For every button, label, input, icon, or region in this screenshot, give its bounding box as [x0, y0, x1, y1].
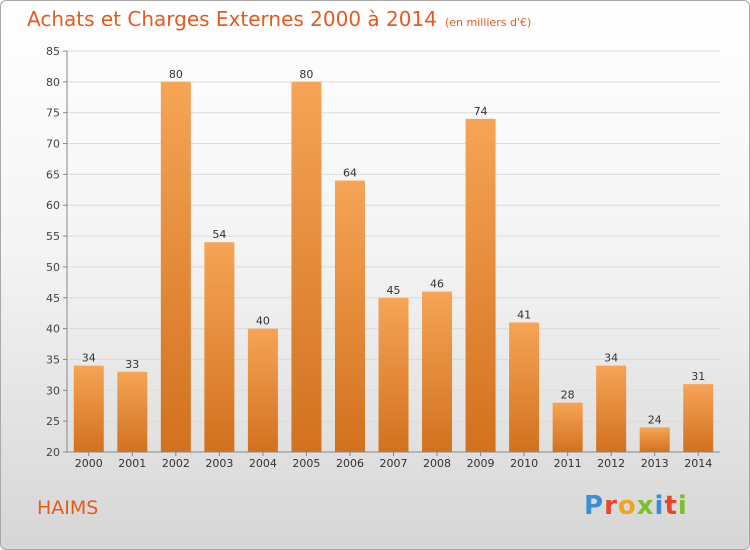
bar	[73, 365, 104, 452]
y-tick-label: 60	[46, 199, 60, 212]
y-tick-label: 70	[46, 138, 60, 151]
x-tick-label: 2011	[554, 457, 582, 470]
x-tick-label: 2012	[597, 457, 625, 470]
x-tick-label: 2005	[292, 457, 320, 470]
y-tick-label: 45	[46, 292, 60, 305]
logo-letter: i	[677, 491, 688, 521]
x-tick-label: 2007	[380, 457, 408, 470]
chart-title: Achats et Charges Externes 2000 à 2014 (e…	[27, 7, 531, 31]
logo-letter: x	[636, 491, 655, 521]
bar-value-label: 33	[125, 358, 139, 371]
x-tick-label: 2014	[684, 457, 712, 470]
bar	[639, 427, 670, 452]
x-tick-label: 2002	[162, 457, 190, 470]
bar	[509, 322, 540, 452]
bar	[683, 384, 714, 452]
bar	[378, 297, 409, 452]
bar-value-label: 74	[474, 105, 488, 118]
logo-letter: r	[604, 491, 618, 521]
y-tick-label: 65	[46, 168, 60, 181]
logo-letter: o	[617, 491, 637, 521]
y-tick-label: 85	[46, 45, 60, 58]
bar-value-label: 41	[517, 308, 531, 321]
bar-value-label: 34	[604, 352, 618, 365]
x-tick-label: 2009	[467, 457, 495, 470]
bar	[596, 365, 627, 452]
bar-value-label: 46	[430, 278, 444, 291]
x-tick-label: 2000	[75, 457, 103, 470]
bar	[334, 180, 365, 453]
y-tick-label: 20	[46, 446, 60, 459]
logo-letter: t	[664, 491, 678, 521]
y-tick-label: 30	[46, 384, 60, 397]
logo-letter: i	[654, 491, 665, 521]
bar-value-label: 31	[691, 370, 705, 383]
y-tick-label: 75	[46, 107, 60, 120]
y-tick-label: 50	[46, 261, 60, 274]
x-tick-label: 2001	[118, 457, 146, 470]
y-tick-label: 40	[46, 323, 60, 336]
bar-value-label: 40	[256, 315, 270, 328]
logo-letter: P	[584, 491, 605, 521]
bar-value-label: 28	[561, 389, 575, 402]
y-tick-label: 25	[46, 415, 60, 428]
bar-value-label: 45	[387, 284, 401, 297]
x-tick-label: 2013	[641, 457, 669, 470]
bar	[117, 371, 148, 452]
bar	[291, 81, 322, 452]
location-label: HAIMS	[37, 497, 99, 519]
brand-logo: Proxiti	[584, 491, 688, 521]
bar-value-label: 80	[299, 68, 313, 81]
bar	[247, 328, 278, 452]
x-tick-label: 2008	[423, 457, 451, 470]
bar-value-label: 64	[343, 167, 357, 180]
x-tick-label: 2006	[336, 457, 364, 470]
bar-value-label: 24	[648, 413, 662, 426]
unit-note: (en milliers d'€)	[444, 16, 532, 29]
bar	[465, 118, 496, 452]
bar	[552, 402, 583, 452]
bar	[204, 242, 235, 452]
bar	[422, 291, 453, 452]
bar-value-label: 80	[169, 68, 183, 81]
bar	[160, 81, 191, 452]
x-tick-label: 2004	[249, 457, 277, 470]
x-tick-label: 2003	[205, 457, 233, 470]
bar-value-label: 34	[82, 352, 96, 365]
y-tick-label: 80	[46, 76, 60, 89]
bar-value-label: 54	[212, 228, 226, 241]
x-tick-label: 2010	[510, 457, 538, 470]
y-tick-label: 55	[46, 230, 60, 243]
chart-title-text: Achats et Charges Externes 2000 à 2014	[27, 7, 437, 31]
y-tick-label: 35	[46, 353, 60, 366]
